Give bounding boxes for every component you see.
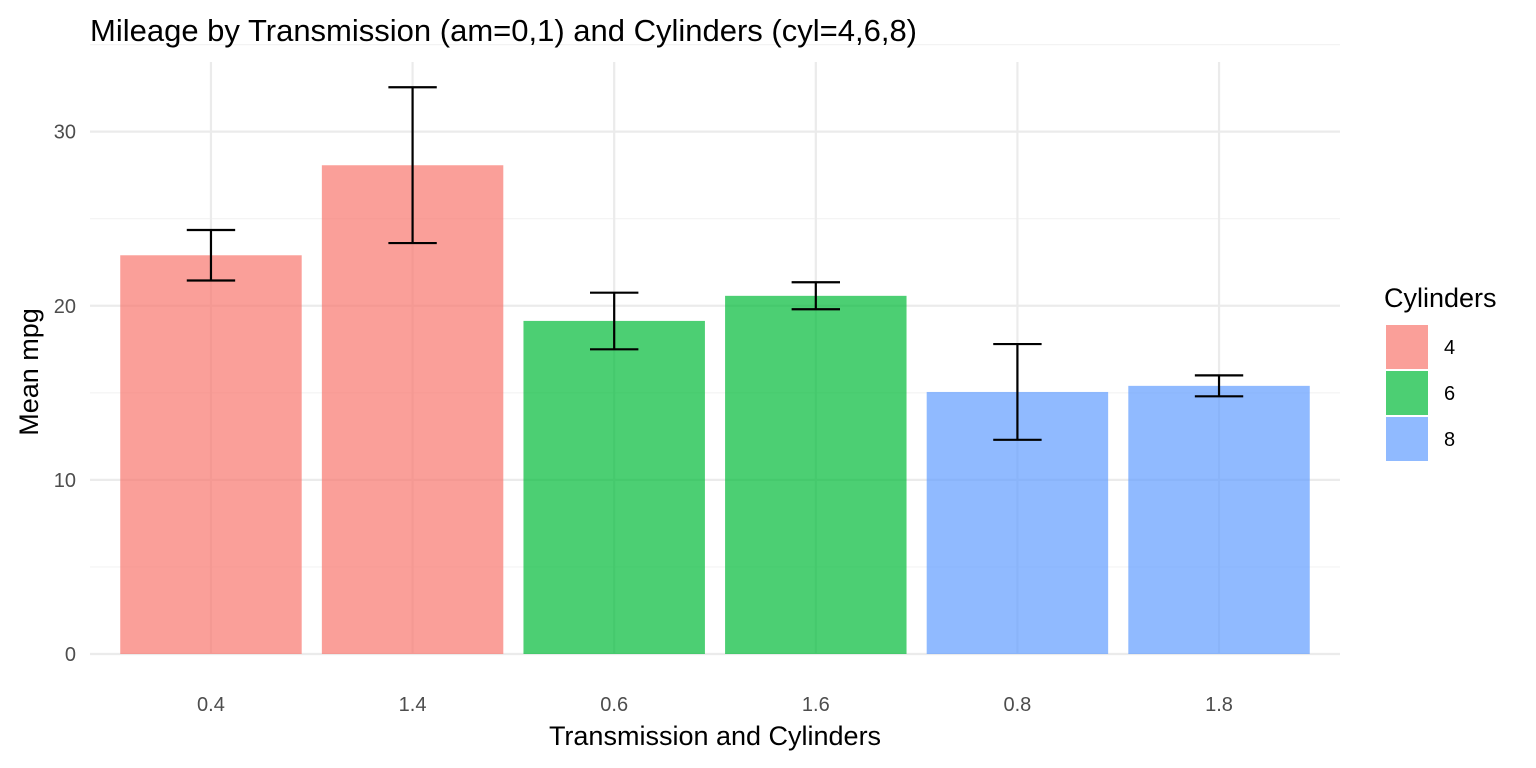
x-tick-label: 0.6 <box>600 694 628 716</box>
x-tick-label: 1.8 <box>1205 694 1233 716</box>
bar-0.4 <box>120 255 302 655</box>
error-bar-0.8 <box>993 342 1042 441</box>
bar-1.8 <box>1128 385 1310 654</box>
legend-key <box>1386 325 1428 369</box>
y-tick-label: 20 <box>54 296 76 318</box>
error-bars <box>186 86 1244 441</box>
legend-item-6: 6 <box>1386 371 1455 415</box>
error-bar-1.8 <box>1194 374 1244 398</box>
bars <box>120 165 1310 655</box>
error-bar-1.4 <box>388 86 437 245</box>
legend-label: 6 <box>1444 383 1455 405</box>
y-tick-label: 0 <box>65 644 76 666</box>
error-bar-1.6 <box>791 281 840 311</box>
x-tick-label: 0.8 <box>1004 694 1032 716</box>
bar-1.6 <box>725 295 907 654</box>
chart-title: Mileage by Transmission (am=0,1) and Cyl… <box>90 13 917 48</box>
y-axis-ticks: 0 10 20 30 <box>54 122 76 666</box>
legend-item-4: 4 <box>1386 325 1455 369</box>
error-bar-0.4 <box>186 228 236 282</box>
x-axis-title: Transmission and Cylinders <box>549 721 881 751</box>
bar-0.6 <box>523 320 705 654</box>
bar-1.4 <box>321 165 504 654</box>
x-tick-label: 1.4 <box>399 694 427 716</box>
y-tick-label: 30 <box>54 122 76 144</box>
legend-label: 4 <box>1444 337 1455 359</box>
legend-key <box>1386 417 1428 461</box>
legend-key <box>1386 371 1428 415</box>
x-tick-label: 0.4 <box>197 694 225 716</box>
x-axis-ticks: 0.4 1.4 0.6 1.6 0.8 1.8 <box>197 694 1233 716</box>
legend-title: Cylinders <box>1384 283 1497 313</box>
x-tick-label: 1.6 <box>802 694 830 716</box>
y-axis-title: Mean mpg <box>14 308 44 436</box>
legend: Cylinders 4 6 8 <box>1384 283 1497 461</box>
error-bar-0.6 <box>590 291 639 351</box>
legend-item-8: 8 <box>1386 417 1455 461</box>
legend-label: 8 <box>1444 429 1455 451</box>
y-tick-label: 10 <box>54 470 76 492</box>
